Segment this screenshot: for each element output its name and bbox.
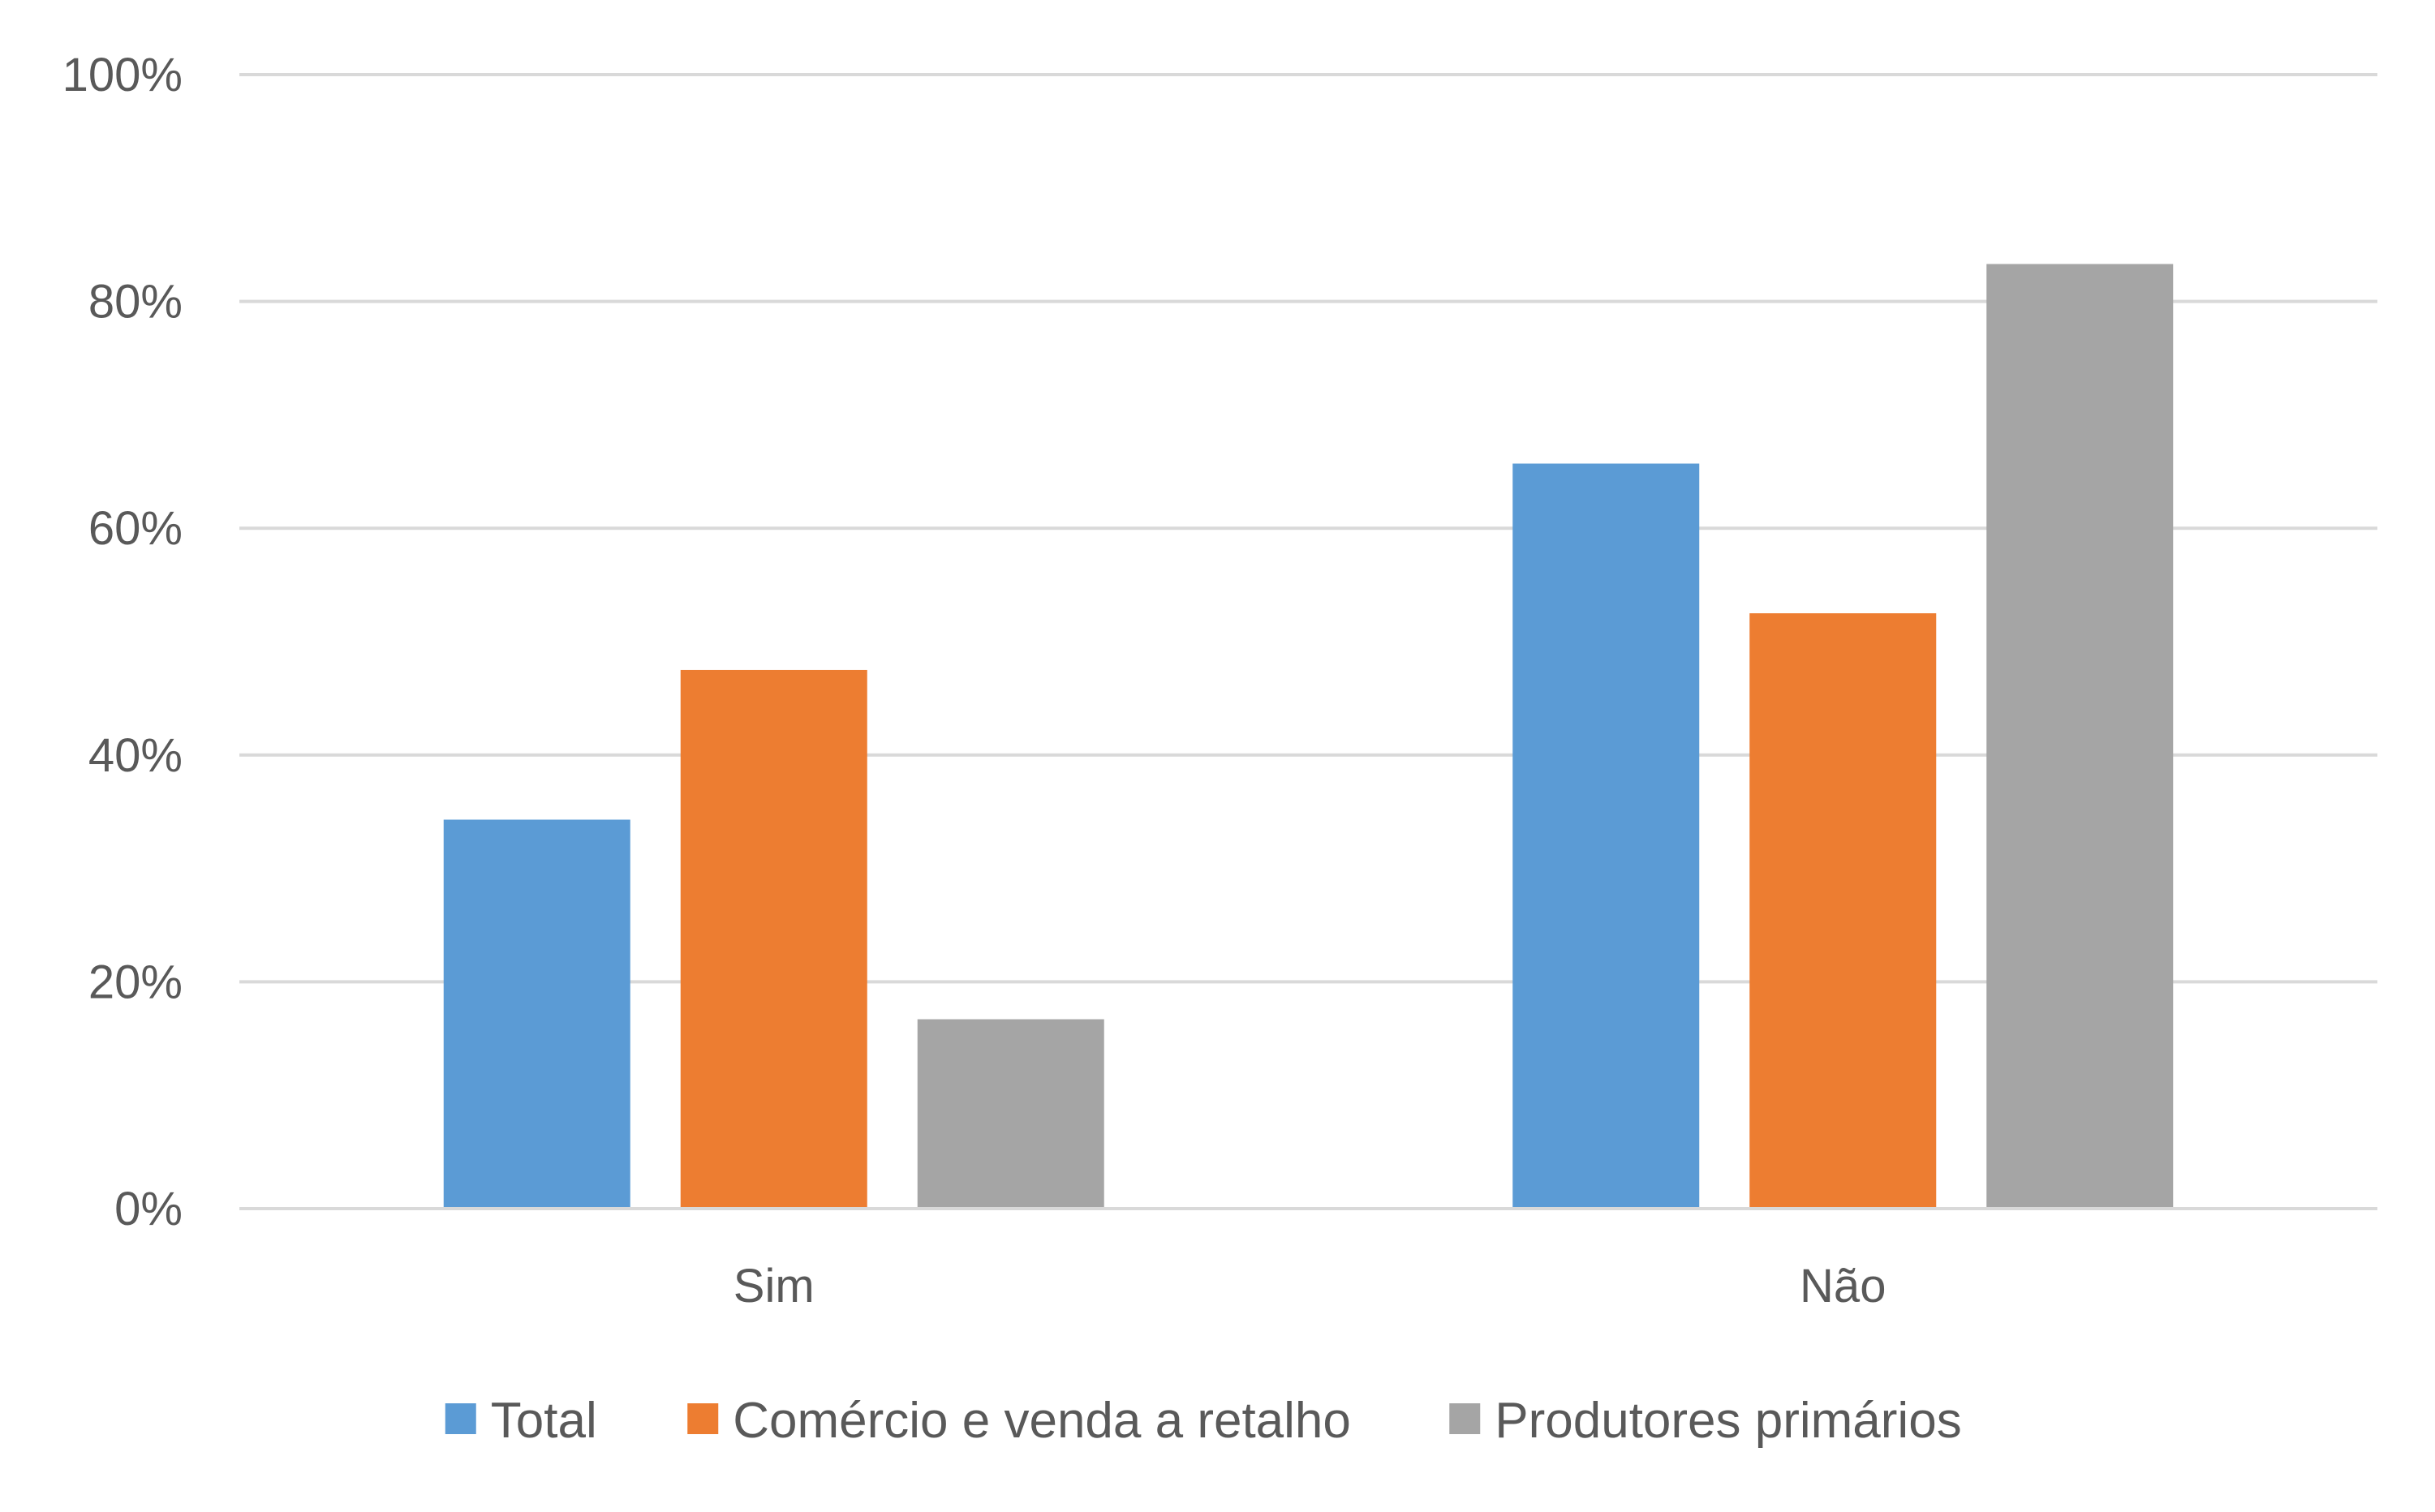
bar-2-1: [1986, 264, 2174, 1209]
legend: Total Comércio e venda a retalho Produtore…: [445, 1393, 1962, 1449]
x-category-label: Sim: [734, 1260, 815, 1312]
x-category-label: Não: [1800, 1260, 1886, 1312]
legend-label: Comércio e venda a retalho: [733, 1393, 1351, 1449]
bars: [443, 264, 2174, 1209]
legend-swatch: [1449, 1403, 1481, 1434]
y-tick-label: 80%: [88, 276, 183, 329]
legend-label: Produtores primários: [1495, 1393, 1961, 1449]
bar-1-1: [1749, 613, 1937, 1209]
y-tick-label: 20%: [88, 956, 183, 1008]
bar-0-0: [443, 819, 630, 1209]
y-axis-tick-labels: 0% 20% 40% 60% 80% 100%: [62, 49, 183, 1235]
y-tick-label: 100%: [62, 49, 183, 101]
legend-label: Total: [491, 1393, 597, 1449]
y-tick-label: 60%: [88, 502, 183, 555]
bar-0-1: [1512, 463, 1700, 1209]
bar-1-0: [680, 669, 867, 1209]
bar-2-0: [917, 1019, 1104, 1209]
y-tick-label: 40%: [88, 729, 183, 782]
legend-swatch: [445, 1403, 476, 1434]
y-tick-label: 0%: [114, 1183, 183, 1235]
legend-swatch: [687, 1403, 719, 1434]
x-axis-category-labels: Sim Não: [734, 1260, 1886, 1312]
